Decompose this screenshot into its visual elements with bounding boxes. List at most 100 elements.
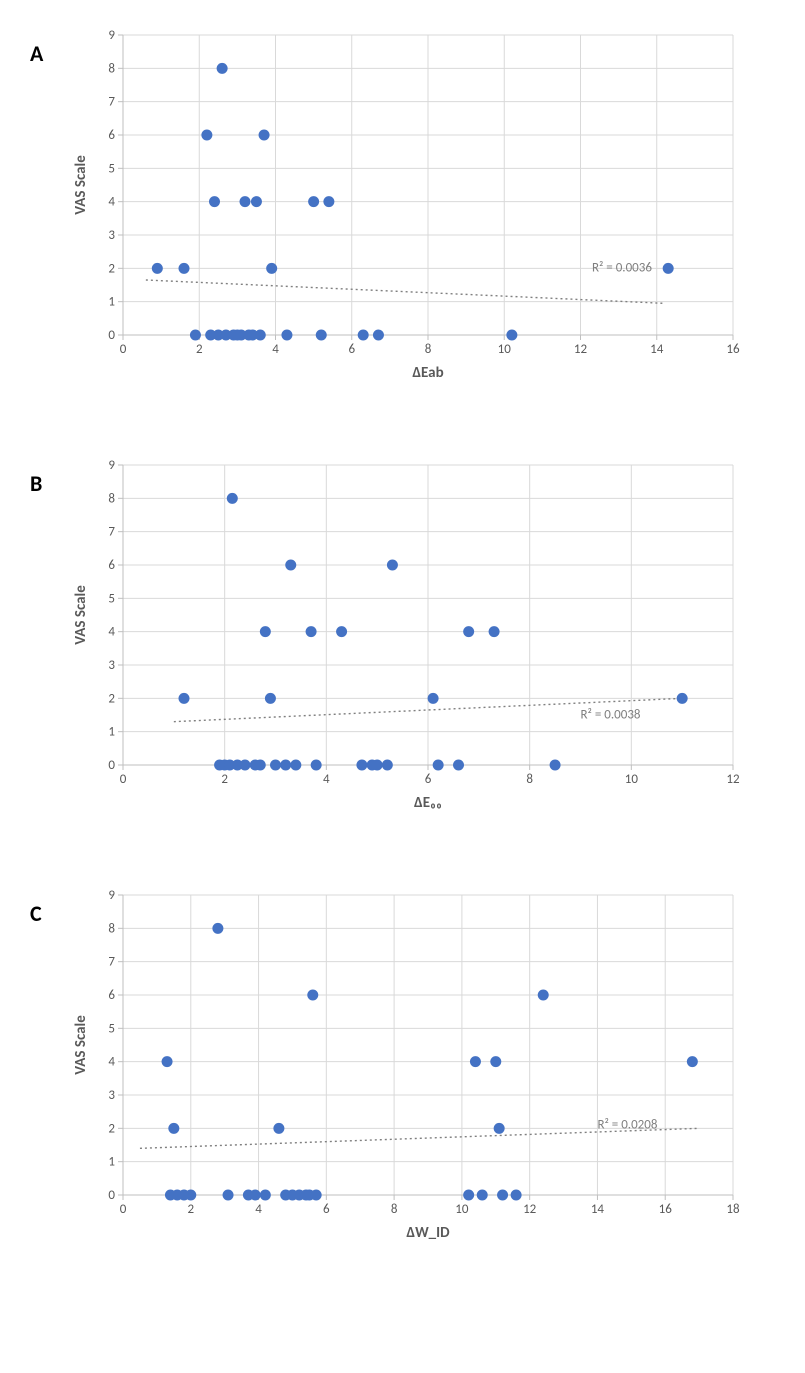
data-point [490, 1056, 501, 1067]
scatter-chart: 02468101214160123456789ΔEabVAS ScaleR² =… [65, 20, 751, 390]
panel-label: C [30, 880, 65, 927]
data-point [477, 1190, 488, 1201]
data-point [250, 1190, 261, 1201]
data-point [387, 560, 398, 571]
data-point [463, 626, 474, 637]
data-point [316, 330, 327, 341]
y-tick-label: 7 [108, 525, 115, 540]
data-point [281, 330, 292, 341]
x-tick-label: 8 [391, 1202, 398, 1217]
data-point [494, 1123, 505, 1134]
data-point [306, 626, 317, 637]
data-point [677, 693, 688, 704]
data-point [687, 1056, 698, 1067]
data-point [428, 693, 439, 704]
data-point [311, 1190, 322, 1201]
y-tick-label: 5 [108, 161, 115, 176]
data-point [179, 693, 190, 704]
y-tick-label: 2 [108, 691, 115, 706]
chart-panel-b: B0246810120123456789ΔE₀₀VAS ScaleR² = 0.… [30, 450, 775, 820]
x-tick-label: 4 [255, 1202, 262, 1217]
y-tick-label: 3 [108, 228, 115, 243]
scatter-chart: 0246810121416180123456789ΔW_IDVAS ScaleR… [65, 880, 751, 1250]
data-point [265, 693, 276, 704]
chart-panel-c: C0246810121416180123456789ΔW_IDVAS Scale… [30, 880, 775, 1250]
chart-area: 02468101214160123456789ΔEabVAS ScaleR² =… [65, 20, 775, 390]
data-point [308, 196, 319, 207]
y-tick-label: 1 [108, 1155, 115, 1170]
data-point [663, 263, 674, 274]
data-point [240, 196, 251, 207]
y-tick-label: 9 [108, 458, 115, 473]
scatter-chart: 0246810120123456789ΔE₀₀VAS ScaleR² = 0.0… [65, 450, 751, 820]
data-point [255, 330, 266, 341]
x-axis-label: ΔW_ID [406, 1224, 450, 1242]
data-point [323, 196, 334, 207]
data-point [280, 760, 291, 771]
x-tick-label: 0 [120, 772, 127, 787]
data-point [373, 330, 384, 341]
data-point [240, 760, 251, 771]
x-tick-label: 8 [425, 342, 432, 357]
r-squared-label: R² = 0.0038 [581, 707, 641, 722]
data-point [212, 923, 223, 934]
data-point [285, 560, 296, 571]
x-tick-label: 10 [625, 772, 639, 787]
x-tick-label: 12 [523, 1202, 537, 1217]
y-tick-label: 7 [108, 95, 115, 110]
x-tick-label: 14 [650, 342, 664, 357]
x-tick-label: 2 [221, 772, 228, 787]
y-tick-label: 6 [108, 558, 115, 573]
data-point [266, 263, 277, 274]
data-point [260, 1190, 271, 1201]
data-point [223, 1190, 234, 1201]
x-tick-label: 12 [574, 342, 588, 357]
x-tick-label: 2 [196, 342, 203, 357]
data-point [255, 760, 266, 771]
data-point [179, 263, 190, 274]
data-point [273, 1123, 284, 1134]
data-point [538, 990, 549, 1001]
x-axis-label: ΔEab [412, 364, 443, 382]
data-point [433, 760, 444, 771]
data-point [506, 330, 517, 341]
y-tick-label: 6 [108, 128, 115, 143]
data-point [227, 493, 238, 504]
y-tick-label: 0 [108, 328, 115, 343]
x-axis-label: ΔE₀₀ [414, 794, 442, 812]
y-tick-label: 1 [108, 725, 115, 740]
data-point [372, 760, 383, 771]
y-tick-label: 0 [108, 1188, 115, 1203]
y-tick-label: 8 [108, 491, 115, 506]
data-point [152, 263, 163, 274]
data-point [511, 1190, 522, 1201]
y-axis-label: VAS Scale [72, 155, 90, 215]
x-tick-label: 18 [726, 1202, 740, 1217]
y-tick-label: 1 [108, 295, 115, 310]
chart-panel-a: A02468101214160123456789ΔEabVAS ScaleR² … [30, 20, 775, 390]
data-point [550, 760, 561, 771]
y-tick-label: 9 [108, 888, 115, 903]
y-tick-label: 4 [108, 1055, 115, 1070]
y-tick-label: 5 [108, 591, 115, 606]
data-point [489, 626, 500, 637]
x-tick-label: 14 [591, 1202, 605, 1217]
y-tick-label: 0 [108, 758, 115, 773]
data-point [358, 330, 369, 341]
data-point [356, 760, 367, 771]
panel-label: B [30, 450, 65, 497]
x-tick-label: 10 [498, 342, 512, 357]
y-tick-label: 8 [108, 61, 115, 76]
chart-area: 0246810120123456789ΔE₀₀VAS ScaleR² = 0.0… [65, 450, 775, 820]
r-squared-label: R² = 0.0208 [597, 1117, 657, 1132]
trend-line [146, 280, 665, 303]
data-point [497, 1190, 508, 1201]
data-point [201, 130, 212, 141]
x-tick-label: 12 [726, 772, 740, 787]
y-tick-label: 5 [108, 1021, 115, 1036]
y-tick-label: 2 [108, 261, 115, 276]
x-tick-label: 16 [726, 342, 740, 357]
data-point [185, 1190, 196, 1201]
data-point [336, 626, 347, 637]
y-tick-label: 4 [108, 195, 115, 210]
